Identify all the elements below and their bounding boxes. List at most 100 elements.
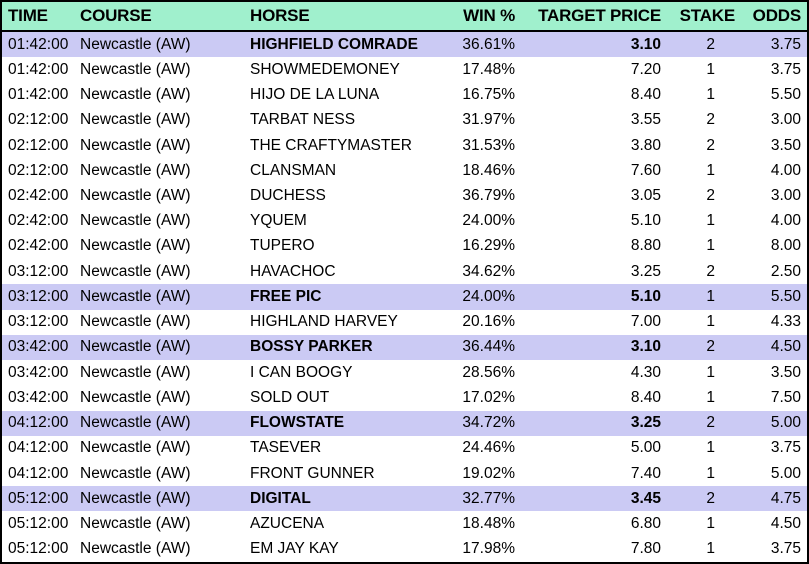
cell-target-price[interactable]: 7.80 [630,540,661,558]
cell-stake[interactable]: 1 [706,212,715,230]
cell-course[interactable]: Newcastle (AW) [80,287,191,305]
cell-target-price[interactable]: 7.40 [630,464,661,482]
cell-odds[interactable]: 5.00 [770,464,801,482]
cell-time[interactable]: 03:12:00 [8,262,69,280]
cell-course[interactable]: Newcastle (AW) [80,540,191,558]
cell-stake[interactable]: 1 [706,464,715,482]
cell-time[interactable]: 03:42:00 [8,363,69,381]
cell-odds[interactable]: 7.50 [770,388,801,406]
cell-stake[interactable]: 1 [706,439,715,457]
cell-course[interactable]: Newcastle (AW) [80,237,191,255]
cell-target-price[interactable]: 7.20 [630,60,661,78]
column-header-horse[interactable]: HORSE [250,6,310,25]
cell-odds[interactable]: 3.50 [770,136,801,154]
cell-odds[interactable]: 3.75 [770,60,801,78]
cell-course[interactable]: Newcastle (AW) [80,313,191,331]
cell-course[interactable]: Newcastle (AW) [80,111,191,129]
cell-horse[interactable]: FRONT GUNNER [250,464,375,482]
cell-odds[interactable]: 3.00 [770,111,801,129]
cell-course[interactable]: Newcastle (AW) [80,388,191,406]
cell-horse[interactable]: SOLD OUT [250,388,330,406]
cell-time[interactable]: 01:42:00 [8,35,69,53]
cell-stake[interactable]: 1 [706,161,715,179]
cell-target-price[interactable]: 5.00 [630,439,661,457]
cell-stake[interactable]: 1 [706,313,715,331]
cell-course[interactable]: Newcastle (AW) [80,161,191,179]
cell-win-pct[interactable]: 18.46% [462,161,515,179]
cell-horse[interactable]: HIGHLAND HARVEY [250,313,398,331]
cell-win-pct[interactable]: 24.00% [462,212,515,230]
cell-stake[interactable]: 1 [706,86,715,104]
cell-time[interactable]: 01:42:00 [8,86,69,104]
cell-target-price[interactable]: 3.55 [630,111,661,129]
cell-target-price[interactable]: 5.10 [630,212,661,230]
cell-target-price[interactable]: 3.80 [630,136,661,154]
cell-odds[interactable]: 5.50 [770,287,801,305]
cell-stake[interactable]: 2 [706,414,715,432]
cell-horse[interactable]: DIGITAL [250,489,311,507]
cell-time[interactable]: 04:12:00 [8,414,69,432]
cell-time[interactable]: 03:12:00 [8,287,69,305]
column-header-target-price[interactable]: TARGET PRICE [538,6,661,25]
cell-win-pct[interactable]: 20.16% [462,313,515,331]
cell-stake[interactable]: 2 [706,111,715,129]
cell-stake[interactable]: 2 [706,35,715,53]
cell-stake[interactable]: 1 [706,540,715,558]
cell-odds[interactable]: 3.75 [770,439,801,457]
cell-win-pct[interactable]: 31.53% [462,136,515,154]
cell-odds[interactable]: 4.00 [770,161,801,179]
cell-odds[interactable]: 8.00 [770,237,801,255]
cell-odds[interactable]: 4.50 [770,515,801,533]
cell-win-pct[interactable]: 17.48% [462,60,515,78]
column-header-win-pct[interactable]: WIN % [463,6,515,25]
cell-odds[interactable]: 2.50 [770,262,801,280]
cell-win-pct[interactable]: 31.97% [462,111,515,129]
cell-target-price[interactable]: 3.10 [630,338,661,356]
cell-horse[interactable]: FLOWSTATE [250,414,345,432]
cell-target-price[interactable]: 3.25 [630,414,661,432]
cell-target-price[interactable]: 7.60 [630,161,661,179]
cell-course[interactable]: Newcastle (AW) [80,212,191,230]
cell-target-price[interactable]: 6.80 [630,515,661,533]
cell-odds[interactable]: 5.50 [770,86,801,104]
cell-stake[interactable]: 1 [706,287,715,305]
cell-stake[interactable]: 2 [706,338,715,356]
cell-stake[interactable]: 2 [706,489,715,507]
cell-target-price[interactable]: 3.25 [630,262,661,280]
cell-course[interactable]: Newcastle (AW) [80,262,191,280]
cell-odds[interactable]: 3.75 [770,35,801,53]
cell-win-pct[interactable]: 16.75% [462,86,515,104]
cell-odds[interactable]: 4.33 [770,313,801,331]
cell-horse[interactable]: CLANSMAN [250,161,337,179]
cell-course[interactable]: Newcastle (AW) [80,489,191,507]
cell-win-pct[interactable]: 17.98% [462,540,515,558]
cell-horse[interactable]: THE CRAFTYMASTER [250,136,412,154]
cell-horse[interactable]: SHOWMEDEMONEY [250,60,400,78]
cell-course[interactable]: Newcastle (AW) [80,60,191,78]
cell-win-pct[interactable]: 28.56% [462,363,515,381]
cell-time[interactable]: 05:12:00 [8,515,69,533]
cell-course[interactable]: Newcastle (AW) [80,338,191,356]
cell-time[interactable]: 03:42:00 [8,388,69,406]
cell-odds[interactable]: 3.00 [770,187,801,205]
cell-time[interactable]: 02:12:00 [8,161,69,179]
cell-target-price[interactable]: 8.40 [630,388,661,406]
cell-time[interactable]: 05:12:00 [8,489,69,507]
cell-stake[interactable]: 2 [706,136,715,154]
cell-stake[interactable]: 2 [706,262,715,280]
cell-win-pct[interactable]: 24.00% [462,287,515,305]
cell-target-price[interactable]: 7.00 [630,313,661,331]
cell-target-price[interactable]: 3.10 [630,35,661,53]
cell-time[interactable]: 02:42:00 [8,237,69,255]
column-header-course[interactable]: COURSE [80,6,152,25]
cell-horse[interactable]: FREE PIC [250,287,322,305]
cell-stake[interactable]: 1 [706,515,715,533]
cell-time[interactable]: 01:42:00 [8,60,69,78]
cell-horse[interactable]: HIJO DE LA LUNA [250,86,380,104]
cell-time[interactable]: 02:42:00 [8,212,69,230]
cell-win-pct[interactable]: 24.46% [462,439,515,457]
cell-course[interactable]: Newcastle (AW) [80,363,191,381]
cell-horse[interactable]: EM JAY KAY [250,540,339,558]
cell-stake[interactable]: 2 [706,187,715,205]
cell-horse[interactable]: TASEVER [250,439,322,457]
